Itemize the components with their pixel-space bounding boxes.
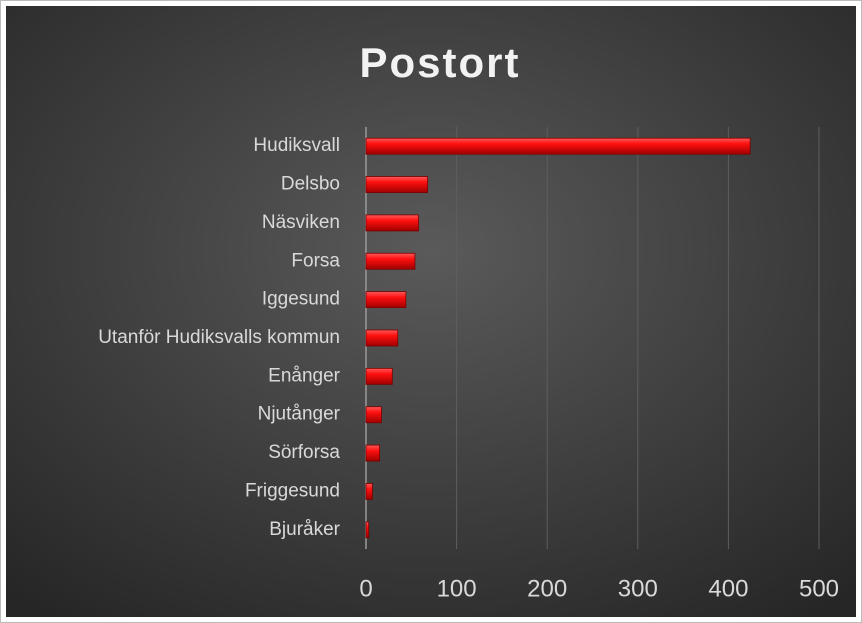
x-tick-label: 100 (437, 575, 477, 602)
bar (365, 367, 393, 385)
x-tick-label: 400 (708, 575, 748, 602)
x-tick-label: 300 (618, 575, 658, 602)
bar (365, 521, 370, 539)
x-tick-label: 0 (359, 575, 372, 602)
x-tick-label: 500 (799, 575, 839, 602)
bar (365, 406, 382, 424)
bar (365, 252, 416, 270)
y-tick-label: Njutånger (258, 404, 341, 425)
y-tick-label: Utanför Hudiksvalls kommun (98, 327, 340, 348)
y-tick-label: Sörforsa (268, 442, 340, 463)
y-tick-label: Delsbo (281, 174, 340, 195)
y-tick-label: Enånger (268, 365, 341, 386)
bar (365, 291, 407, 309)
x-tick-label: 200 (527, 575, 567, 602)
y-tick-label: Näsviken (262, 212, 340, 233)
bar (365, 176, 429, 193)
y-tick-label: Hudiksvall (253, 135, 340, 156)
y-tick-label: Iggesund (262, 289, 340, 310)
y-tick-label: Friggesund (245, 480, 340, 501)
y-tick-label: Bjuråker (269, 519, 340, 540)
bar (365, 483, 373, 500)
bar (365, 214, 419, 232)
bar (365, 444, 380, 462)
bar (365, 329, 399, 347)
y-tick-label: Forsa (291, 250, 340, 271)
bar (365, 137, 751, 155)
chart-area (6, 6, 856, 617)
chart-title: Postort (360, 39, 521, 86)
